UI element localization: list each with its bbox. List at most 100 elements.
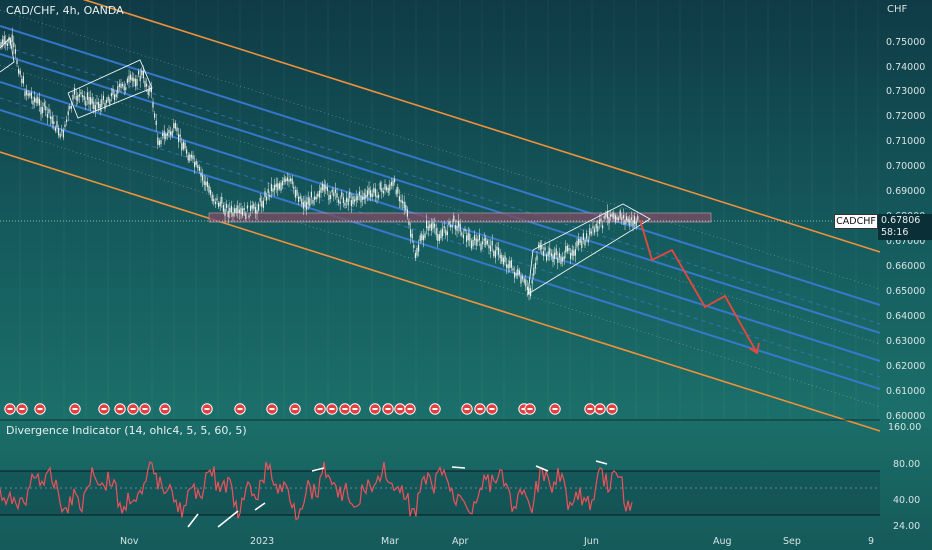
candle-body xyxy=(94,105,96,111)
candle-body xyxy=(475,238,477,246)
event-marker-glyph xyxy=(7,408,13,410)
candle-body xyxy=(102,95,104,100)
candle-body xyxy=(40,106,42,115)
symbol-title: CAD/CHF, 4h, OANDA xyxy=(6,4,124,17)
ind-y-tick: 40.00 xyxy=(893,495,920,506)
candle-body xyxy=(357,196,359,201)
candle-body xyxy=(336,193,338,198)
candle-body xyxy=(37,96,39,104)
candle-body xyxy=(450,224,452,227)
candle-body xyxy=(59,134,61,138)
candle-body xyxy=(378,194,380,198)
channel-dotted-line xyxy=(0,64,881,345)
candle-body xyxy=(477,239,479,242)
candle-body xyxy=(563,256,565,260)
candle-body xyxy=(285,178,287,182)
candle-body xyxy=(195,160,197,166)
candle-body xyxy=(614,215,616,223)
candle-body xyxy=(136,78,138,86)
candle-body xyxy=(211,194,213,201)
divergence-line xyxy=(311,467,325,472)
candle-body xyxy=(416,248,418,256)
candle-body xyxy=(13,42,15,48)
candle-body xyxy=(613,212,615,219)
event-marker-glyph xyxy=(597,408,603,410)
candle-body xyxy=(573,250,575,256)
candle-body xyxy=(445,229,447,236)
candle-body xyxy=(107,96,109,101)
event-marker-glyph xyxy=(342,408,348,410)
candle-body xyxy=(166,132,168,136)
candle-body xyxy=(198,166,200,171)
event-marker-glyph xyxy=(269,408,275,410)
candle-body xyxy=(162,133,164,136)
candle-body xyxy=(350,200,352,206)
candle-body xyxy=(362,196,364,200)
candle-body xyxy=(291,178,293,185)
candle-body xyxy=(93,101,95,110)
candle-body xyxy=(90,96,92,105)
indicator-title: Divergence Indicator (14, ohlc4, 5, 5, 6… xyxy=(6,424,247,437)
candle-body xyxy=(128,75,130,83)
candle-body xyxy=(130,74,132,80)
y-tick: 0.65000 xyxy=(886,286,925,297)
candle-body xyxy=(240,207,242,215)
candle-body xyxy=(27,93,29,97)
candle-body xyxy=(410,229,412,237)
candle-body xyxy=(126,78,128,83)
candle-body xyxy=(515,273,517,276)
candle-body xyxy=(214,201,216,205)
candle-body xyxy=(582,233,584,241)
candle-body xyxy=(109,99,111,105)
candle-body xyxy=(429,224,431,228)
event-marker-glyph xyxy=(19,408,25,410)
candle-body xyxy=(549,248,551,255)
candle-body xyxy=(155,120,157,126)
candle-body xyxy=(174,122,176,129)
candle-body xyxy=(194,162,196,168)
candle-body xyxy=(509,260,511,268)
candle-body xyxy=(597,225,599,232)
event-marker-glyph xyxy=(477,408,483,410)
candle-body xyxy=(131,77,133,81)
candle-body xyxy=(224,208,226,216)
y-tick: 0.73000 xyxy=(886,86,925,97)
candle-body xyxy=(50,116,52,119)
channel-dotted-line xyxy=(0,127,881,408)
projection-path xyxy=(639,219,758,354)
candle-body xyxy=(394,178,396,183)
candle-body xyxy=(354,199,356,202)
x-tick: Aug xyxy=(713,536,732,547)
candle-body xyxy=(234,208,236,213)
candle-body xyxy=(302,202,304,209)
candle-body xyxy=(227,210,229,218)
candle-body xyxy=(331,189,333,193)
projection-arrowhead xyxy=(748,342,760,355)
candle-body xyxy=(427,226,429,231)
candle-body xyxy=(555,248,557,256)
candle-body xyxy=(485,237,487,246)
candle-body xyxy=(189,154,191,161)
candle-body xyxy=(499,254,501,259)
candle-body xyxy=(568,247,570,251)
y-tick: 0.75000 xyxy=(886,37,925,48)
candle-body xyxy=(83,95,85,101)
candle-body xyxy=(78,94,80,97)
candle-body xyxy=(306,202,308,210)
candle-body xyxy=(347,198,349,206)
candle-body xyxy=(454,225,456,230)
candle-body xyxy=(181,143,183,151)
candle-body xyxy=(72,94,74,100)
candle-body xyxy=(96,101,98,105)
candle-body xyxy=(270,184,272,192)
event-marker-glyph xyxy=(329,408,335,410)
divergence-line xyxy=(595,460,608,465)
wedge-outline xyxy=(527,203,651,295)
candle-body xyxy=(24,91,26,97)
candle-body xyxy=(202,175,204,181)
candle-body xyxy=(110,93,112,97)
candle-body xyxy=(517,268,519,276)
y-tick: 0.63000 xyxy=(886,336,925,347)
candle-body xyxy=(77,95,79,102)
